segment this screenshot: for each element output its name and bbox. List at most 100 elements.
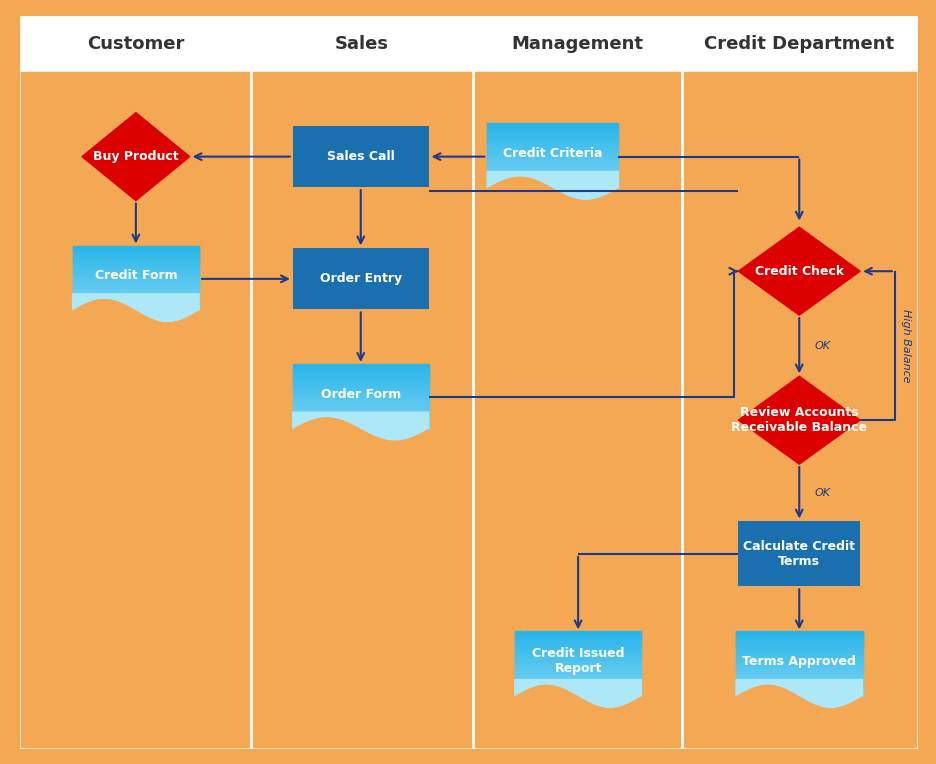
- Bar: [73, 297, 198, 300]
- Bar: [292, 403, 428, 406]
- Text: Order Entry: Order Entry: [319, 272, 402, 286]
- Bar: [487, 177, 618, 180]
- Bar: [736, 691, 861, 694]
- Bar: [736, 668, 861, 672]
- Text: Credit Issued
Report: Credit Issued Report: [532, 647, 623, 675]
- Bar: [736, 633, 861, 636]
- Bar: [292, 413, 428, 415]
- Bar: [515, 641, 640, 643]
- Bar: [292, 424, 428, 426]
- Bar: [487, 127, 618, 129]
- Bar: [292, 414, 428, 417]
- Bar: [736, 631, 861, 634]
- Polygon shape: [73, 299, 198, 335]
- Bar: [736, 635, 861, 637]
- Bar: [736, 674, 861, 676]
- Bar: [292, 379, 428, 381]
- Bar: [292, 419, 428, 422]
- Bar: [292, 392, 428, 394]
- Bar: [736, 651, 861, 653]
- Text: OK: OK: [813, 341, 829, 351]
- Bar: [736, 659, 861, 662]
- Bar: [487, 175, 618, 178]
- Bar: [73, 306, 198, 308]
- Bar: [73, 303, 198, 305]
- Bar: [292, 421, 428, 423]
- Bar: [73, 277, 198, 279]
- Bar: [292, 416, 428, 419]
- Bar: [73, 274, 198, 276]
- Bar: [73, 281, 198, 283]
- Bar: [736, 664, 861, 666]
- Bar: [292, 400, 428, 402]
- Bar: [73, 291, 198, 293]
- Bar: [292, 377, 428, 380]
- Bar: [487, 144, 618, 147]
- Text: Management: Management: [511, 35, 643, 53]
- Bar: [487, 147, 618, 151]
- Bar: [292, 395, 428, 397]
- Bar: [736, 636, 861, 639]
- Bar: [487, 159, 618, 161]
- Bar: [515, 685, 640, 688]
- Bar: [515, 665, 640, 668]
- Bar: [73, 255, 198, 257]
- Bar: [292, 375, 428, 378]
- Bar: [515, 649, 640, 652]
- Text: Credit Criteria: Credit Criteria: [503, 147, 602, 160]
- Polygon shape: [736, 680, 861, 709]
- Polygon shape: [292, 413, 428, 442]
- Bar: [73, 307, 198, 309]
- Bar: [736, 646, 861, 649]
- Bar: [292, 371, 428, 373]
- Bar: [292, 364, 428, 367]
- Bar: [73, 283, 198, 286]
- Bar: [736, 685, 861, 688]
- Bar: [515, 674, 640, 676]
- Bar: [292, 382, 428, 384]
- Polygon shape: [292, 418, 428, 453]
- Bar: [73, 254, 198, 256]
- Polygon shape: [82, 112, 189, 201]
- Bar: [73, 257, 198, 260]
- Bar: [487, 160, 618, 163]
- Bar: [515, 671, 640, 673]
- Bar: [487, 170, 618, 173]
- Bar: [736, 654, 861, 656]
- Bar: [515, 661, 640, 663]
- Bar: [73, 267, 198, 269]
- Bar: [487, 157, 618, 160]
- Bar: [736, 687, 861, 689]
- Bar: [292, 384, 428, 386]
- Bar: [515, 667, 640, 669]
- Bar: [292, 372, 428, 374]
- Bar: [487, 125, 618, 128]
- Bar: [515, 651, 640, 653]
- Bar: [487, 146, 618, 148]
- Bar: [736, 671, 861, 673]
- Bar: [487, 169, 618, 171]
- Bar: [73, 288, 198, 290]
- Bar: [515, 690, 640, 692]
- Bar: [487, 151, 618, 154]
- Bar: [73, 309, 198, 312]
- Bar: [73, 252, 198, 254]
- Polygon shape: [73, 299, 198, 335]
- Bar: [292, 385, 428, 387]
- Text: High Balance: High Balance: [900, 309, 910, 383]
- Bar: [736, 652, 861, 655]
- Bar: [515, 693, 640, 695]
- Bar: [487, 128, 618, 131]
- Bar: [736, 688, 861, 691]
- Text: Calculate Credit
Terms: Calculate Credit Terms: [742, 540, 855, 568]
- Bar: [487, 167, 618, 170]
- Bar: [73, 261, 198, 263]
- Bar: [73, 268, 198, 270]
- Bar: [515, 659, 640, 662]
- Bar: [515, 652, 640, 655]
- Bar: [73, 296, 198, 299]
- Bar: [73, 248, 198, 250]
- Bar: [515, 636, 640, 639]
- Bar: [292, 388, 428, 391]
- Bar: [736, 675, 861, 678]
